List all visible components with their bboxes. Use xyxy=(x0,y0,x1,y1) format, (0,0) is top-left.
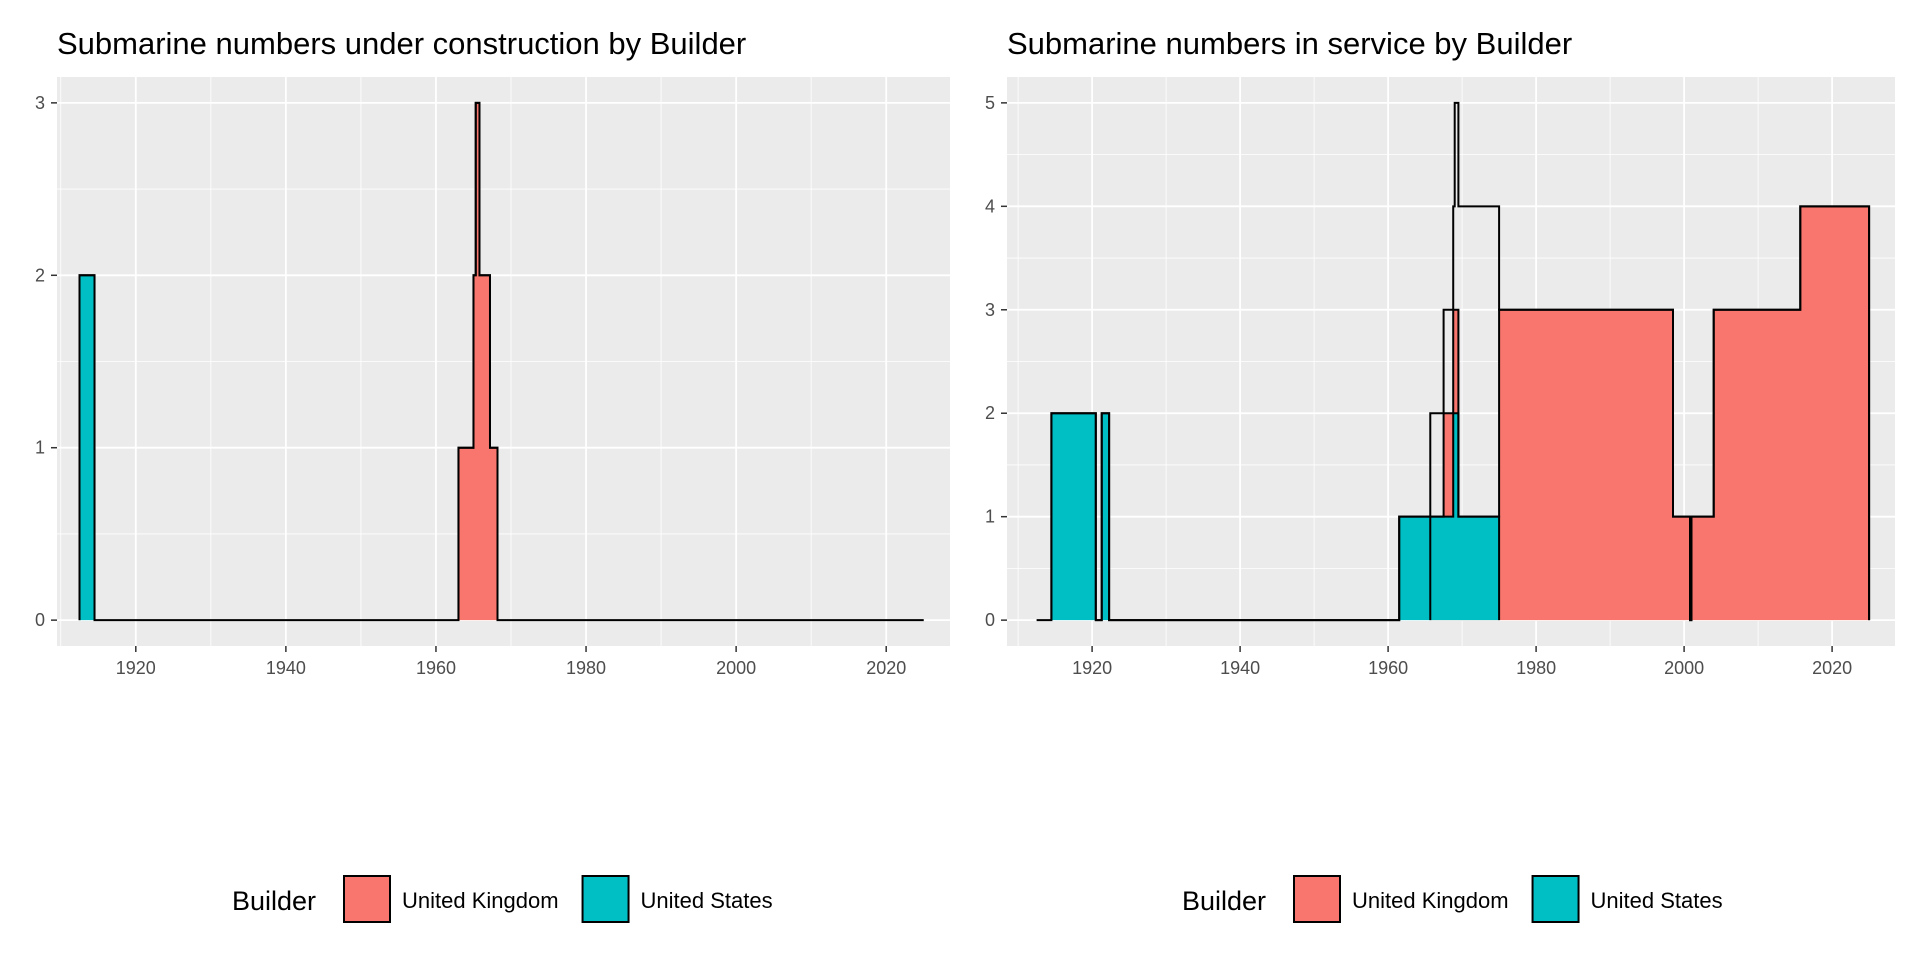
chart-title: Submarine numbers under construction by … xyxy=(57,26,746,61)
total-outline xyxy=(78,101,924,622)
panel-in-service: Submarine numbers in service by Builder 1… xyxy=(985,26,1895,923)
y-tick-label: 0 xyxy=(985,610,995,630)
chart-title: Submarine numbers in service by Builder xyxy=(1007,26,1572,61)
legend-key xyxy=(343,875,391,923)
y-tick-label: 4 xyxy=(985,196,995,216)
legend: Builder United Kingdom United States xyxy=(232,875,773,923)
x-tick-label: 1980 xyxy=(1516,658,1556,678)
y-tick-label: 2 xyxy=(35,265,45,285)
x-tick-label: 1920 xyxy=(1072,658,1112,678)
y-tick-label: 0 xyxy=(35,610,45,630)
legend-label: United States xyxy=(641,888,773,913)
legend-title: Builder xyxy=(232,886,316,916)
x-tick-label: 1980 xyxy=(566,658,606,678)
area-united-states xyxy=(79,275,95,621)
x-tick-label: 1960 xyxy=(416,658,456,678)
legend-key xyxy=(1531,875,1580,923)
x-tick-label: 1940 xyxy=(266,658,306,678)
panel-under-construction: Submarine numbers under construction by … xyxy=(35,26,950,923)
x-tick-label: 2020 xyxy=(1812,658,1852,678)
x-tick-label: 2000 xyxy=(1664,658,1704,678)
legend-label: United Kingdom xyxy=(1352,888,1509,913)
y-tick-label: 5 xyxy=(985,93,995,113)
legend-label: United Kingdom xyxy=(402,888,559,913)
y-tick-label: 2 xyxy=(985,403,995,423)
y-tick-label: 3 xyxy=(985,300,995,320)
area-united-kingdom xyxy=(458,102,498,621)
y-tick-label: 1 xyxy=(985,507,995,527)
x-tick-label: 2000 xyxy=(716,658,756,678)
legend-label: United States xyxy=(1591,888,1723,913)
y-tick-label: 3 xyxy=(35,93,45,113)
x-tick-label: 1920 xyxy=(116,658,156,678)
total-outline xyxy=(1036,101,1871,622)
legend-key xyxy=(1293,875,1341,923)
legend-key xyxy=(581,875,630,923)
y-tick-label: 1 xyxy=(35,438,45,458)
x-tick-label: 1940 xyxy=(1220,658,1260,678)
legend: Builder United Kingdom United States xyxy=(1182,875,1723,923)
x-tick-label: 1960 xyxy=(1368,658,1408,678)
x-tick-label: 2020 xyxy=(866,658,906,678)
legend-title: Builder xyxy=(1182,886,1266,916)
